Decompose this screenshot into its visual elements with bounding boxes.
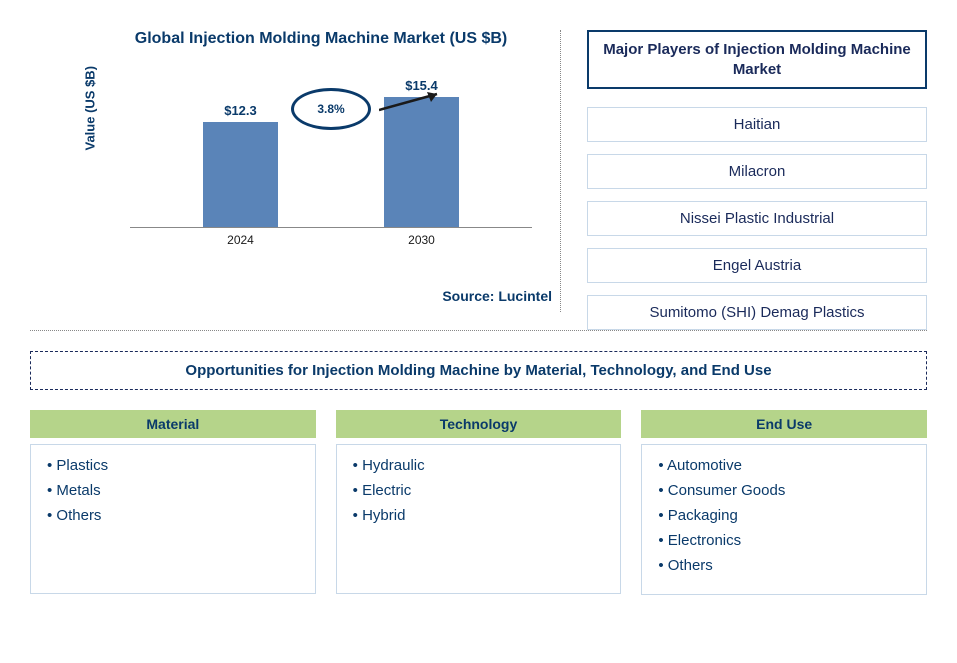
category-item: Consumer Goods (658, 482, 910, 499)
category-column: End Use Automotive Consumer Goods Packaging… (641, 410, 927, 595)
chart-source: Source: Lucintel (30, 288, 552, 304)
category-item: Hydraulic (353, 457, 605, 474)
y-axis-label: Value (US $B) (83, 66, 98, 151)
bar-group-2024: $12.3 2024 (203, 103, 278, 227)
category-item: Others (658, 557, 910, 574)
bar-2024 (203, 122, 278, 227)
cagr-oval: 3.8% (291, 88, 371, 130)
category-item: Electric (353, 482, 605, 499)
player-item: Haitian (587, 107, 927, 142)
category-column: Technology Hydraulic Electric Hybrid (336, 410, 622, 595)
category-item: Hybrid (353, 507, 605, 524)
cagr-value: 3.8% (317, 102, 344, 116)
players-title: Major Players of Injection Molding Machi… (587, 30, 927, 89)
categories-row: Material Plastics Metals Others Technology Hy… (30, 410, 927, 595)
category-header: Material (30, 410, 316, 438)
player-item: Milacron (587, 154, 927, 189)
category-items-box: Plastics Metals Others (30, 444, 316, 594)
category-item: Others (47, 507, 299, 524)
category-items-box: Automotive Consumer Goods Packaging Electro… (641, 444, 927, 595)
player-item: Engel Austria (587, 248, 927, 283)
bar-x-label: 2024 (227, 233, 254, 247)
top-section: Global Injection Molding Machine Market … (30, 20, 927, 320)
category-column: Material Plastics Metals Others (30, 410, 316, 595)
opportunities-title: Opportunities for Injection Molding Mach… (30, 351, 927, 390)
growth-arrow-icon (379, 90, 449, 120)
category-item: Electronics (658, 532, 910, 549)
horizontal-divider (30, 330, 927, 331)
category-items-box: Hydraulic Electric Hybrid (336, 444, 622, 594)
category-header: Technology (336, 410, 622, 438)
bar-x-label: 2030 (408, 233, 435, 247)
category-header: End Use (641, 410, 927, 438)
category-item: Plastics (47, 457, 299, 474)
players-panel: Major Players of Injection Molding Machi… (587, 20, 927, 320)
players-list: Haitian Milacron Nissei Plastic Industrial… (587, 107, 927, 330)
chart-title: Global Injection Molding Machine Market … (80, 30, 562, 48)
bar-chart: Value (US $B) 3.8% $12.3 2024 $15.4 2030 (130, 68, 532, 258)
category-item: Packaging (658, 507, 910, 524)
bar-value-label: $12.3 (224, 103, 257, 118)
player-item: Sumitomo (SHI) Demag Plastics (587, 295, 927, 330)
player-item: Nissei Plastic Industrial (587, 201, 927, 236)
category-item: Automotive (658, 457, 910, 474)
category-item: Metals (47, 482, 299, 499)
chart-area: Global Injection Molding Machine Market … (30, 20, 562, 320)
